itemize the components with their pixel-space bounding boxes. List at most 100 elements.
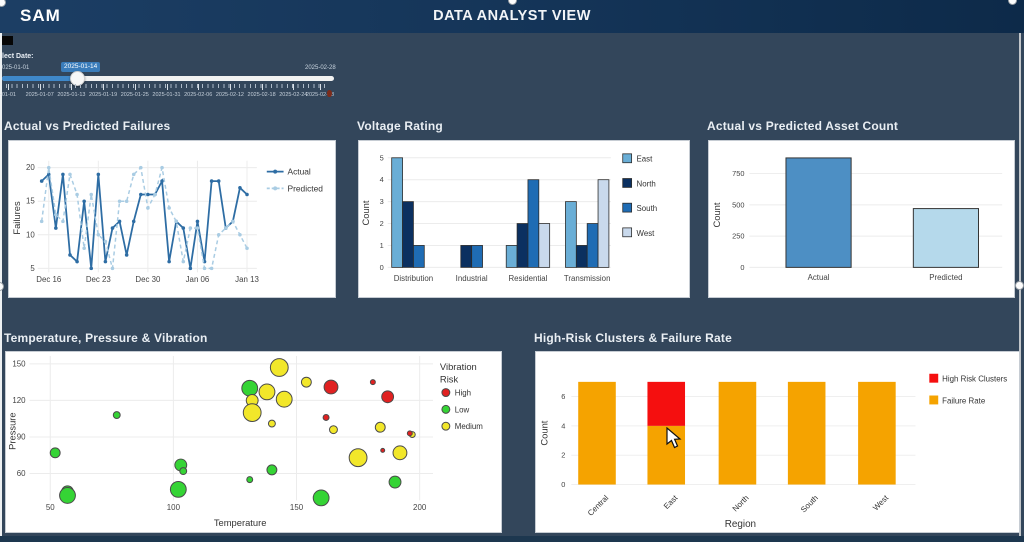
- scatter-chart-card[interactable]: 50 100 150 200 60 90 120 150 Temperature Pressure…: [5, 351, 502, 533]
- data-point[interactable]: [68, 172, 72, 177]
- data-point[interactable]: [103, 259, 108, 264]
- bar-chart[interactable]: 0 250 500 750 Count Actual Predicted: [709, 141, 1014, 297]
- data-point[interactable]: [61, 172, 65, 177]
- bubble-medium[interactable]: [392, 445, 408, 461]
- resize-handle-top-right[interactable]: [1008, 0, 1017, 5]
- data-point[interactable]: [103, 239, 108, 244]
- data-point[interactable]: [181, 226, 186, 230]
- bubble-low[interactable]: [112, 411, 121, 419]
- bubble-high[interactable]: [322, 414, 330, 421]
- bubble-medium[interactable]: [269, 358, 289, 377]
- bubble-medium[interactable]: [374, 421, 386, 433]
- bubble-low[interactable]: [266, 464, 278, 476]
- bubble-low[interactable]: [388, 475, 402, 489]
- voltage-chart-card[interactable]: 0 1 2 3 4 5 Count Distribution Industrial Residen…: [358, 140, 690, 298]
- data-point[interactable]: [46, 172, 51, 177]
- bubble-medium[interactable]: [267, 419, 276, 428]
- bubble-high[interactable]: [369, 379, 376, 386]
- bubble-low[interactable]: [49, 447, 61, 459]
- data-point[interactable]: [181, 259, 186, 264]
- data-point[interactable]: [238, 186, 242, 190]
- data-point[interactable]: [39, 219, 44, 224]
- data-point[interactable]: [245, 246, 249, 251]
- bubble-medium[interactable]: [300, 376, 312, 388]
- bubble-scatter-chart[interactable]: 50 100 150 200 60 90 120 150 Temperature Pressure…: [6, 352, 501, 532]
- data-point[interactable]: [195, 226, 200, 230]
- bar-south[interactable]: [471, 245, 483, 268]
- data-point[interactable]: [54, 212, 58, 217]
- data-point[interactable]: [131, 172, 136, 177]
- resize-handle-middle-right[interactable]: [1015, 281, 1024, 290]
- data-point[interactable]: [216, 233, 221, 237]
- high-risk-chart-card[interactable]: 0 2 4 6 Count Central East North South West Region…: [535, 351, 1020, 533]
- data-point[interactable]: [68, 253, 72, 257]
- data-point[interactable]: [209, 266, 214, 271]
- data-point[interactable]: [54, 226, 58, 230]
- bar-segment-failure-rate[interactable]: [787, 381, 826, 485]
- data-point[interactable]: [188, 266, 193, 271]
- line-chart[interactable]: Dec 16 Dec 23 Dec 30 Jan 06 Jan 13 5 10 15 20 Fai…: [9, 141, 335, 297]
- data-point[interactable]: [209, 179, 214, 183]
- bubble-medium[interactable]: [329, 425, 338, 435]
- bar-east[interactable]: [391, 157, 403, 268]
- data-point[interactable]: [96, 172, 101, 177]
- data-point[interactable]: [82, 199, 86, 204]
- series-line-predicted[interactable]: [40, 166, 248, 270]
- bubble-high[interactable]: [406, 430, 413, 437]
- bubble-low[interactable]: [312, 489, 330, 507]
- resize-handle-middle-left[interactable]: [0, 282, 4, 291]
- bar-south[interactable]: [527, 179, 540, 268]
- data-point[interactable]: [231, 219, 235, 224]
- data-point[interactable]: [216, 179, 221, 183]
- bubble-medium[interactable]: [242, 403, 262, 423]
- data-point[interactable]: [46, 165, 51, 170]
- bar-north[interactable]: [402, 201, 414, 268]
- bar-segment-failure-rate[interactable]: [578, 381, 616, 485]
- bar-segment-failure-rate[interactable]: [647, 425, 686, 485]
- bubble-low[interactable]: [241, 379, 259, 397]
- data-point[interactable]: [160, 165, 164, 170]
- bubble-low[interactable]: [169, 480, 187, 498]
- data-point[interactable]: [202, 266, 207, 271]
- bubble-low[interactable]: [179, 467, 188, 476]
- data-point[interactable]: [124, 199, 129, 204]
- bubble-medium[interactable]: [258, 383, 276, 401]
- data-point[interactable]: [124, 253, 129, 257]
- resize-handle-top-left[interactable]: [0, 0, 6, 7]
- bar-east[interactable]: [565, 201, 577, 268]
- line-chart-card[interactable]: Dec 16 Dec 23 Dec 30 Jan 06 Jan 13 5 10 15 20 Fai…: [8, 140, 336, 298]
- bar-segment-failure-rate[interactable]: [718, 381, 757, 485]
- bar-actual[interactable]: [785, 157, 852, 268]
- data-point[interactable]: [39, 179, 44, 183]
- data-point[interactable]: [146, 192, 150, 197]
- data-point[interactable]: [82, 246, 86, 251]
- bar-west[interactable]: [597, 179, 610, 268]
- data-point[interactable]: [188, 226, 193, 230]
- data-point[interactable]: [167, 206, 171, 210]
- bar-south[interactable]: [413, 245, 425, 268]
- data-point[interactable]: [117, 199, 122, 204]
- bar-segment-failure-rate[interactable]: [858, 381, 896, 485]
- bar-west[interactable]: [538, 223, 551, 268]
- data-point[interactable]: [224, 226, 228, 230]
- bar-north[interactable]: [575, 245, 588, 268]
- data-point[interactable]: [75, 259, 79, 264]
- bubble-low[interactable]: [59, 487, 76, 504]
- bubble-low[interactable]: [246, 476, 254, 484]
- data-point[interactable]: [110, 266, 115, 271]
- data-point[interactable]: [139, 165, 143, 170]
- bubble-high[interactable]: [381, 390, 395, 404]
- data-point[interactable]: [174, 219, 178, 224]
- date-slider-track[interactable]: [2, 71, 334, 86]
- bubble-medium[interactable]: [348, 448, 368, 468]
- data-point[interactable]: [245, 192, 249, 197]
- bar-north[interactable]: [460, 245, 473, 268]
- bar-east[interactable]: [505, 245, 518, 268]
- data-point[interactable]: [153, 192, 157, 197]
- bar-north[interactable]: [516, 223, 529, 268]
- data-point[interactable]: [131, 219, 136, 224]
- grouped-bar-chart[interactable]: 0 1 2 3 4 5 Count Distribution Industrial Residen…: [359, 141, 689, 297]
- bubble-high[interactable]: [323, 379, 339, 395]
- data-point[interactable]: [146, 206, 150, 210]
- data-point[interactable]: [160, 179, 164, 183]
